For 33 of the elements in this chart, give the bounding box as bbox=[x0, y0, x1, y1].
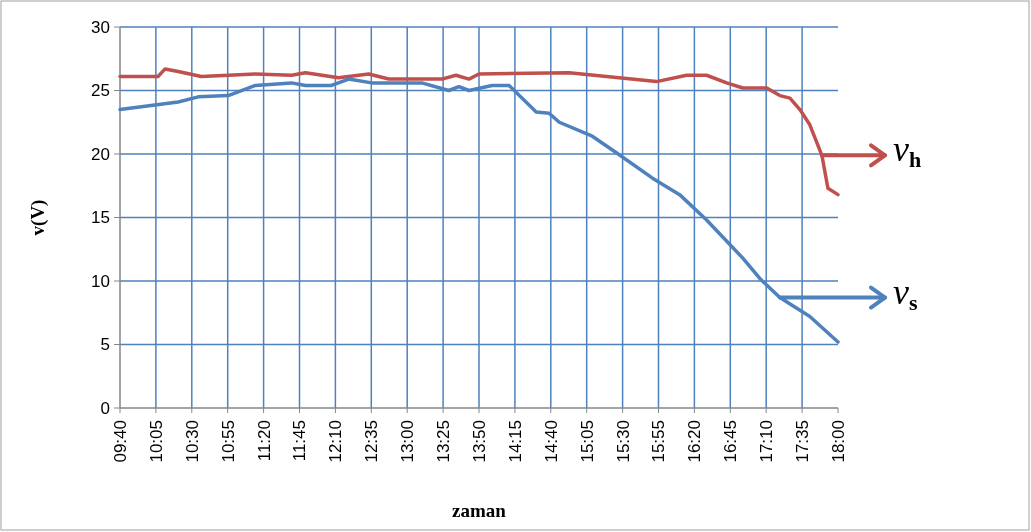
x-tick-label: 13:00 bbox=[398, 420, 418, 463]
x-tick-label: 17:10 bbox=[757, 420, 777, 463]
x-tick-label: 16:45 bbox=[721, 420, 741, 463]
x-axis-title: zaman bbox=[452, 500, 507, 521]
x-tick-label: 11:20 bbox=[254, 420, 274, 462]
x-tick-label: 15:30 bbox=[613, 420, 633, 463]
x-tick-label: 15:55 bbox=[649, 420, 669, 463]
legend-label: v$_{h}$ bbox=[893, 129, 922, 172]
y-tick-label: 15 bbox=[91, 208, 110, 228]
x-tick-label: 15:05 bbox=[577, 420, 597, 463]
x-tick-label: 16:20 bbox=[685, 420, 705, 463]
x-tick-label: 18:00 bbox=[828, 420, 848, 463]
x-tick-label: 12:10 bbox=[326, 420, 346, 463]
x-tick-label: 10:30 bbox=[182, 420, 202, 463]
x-tick-label: 13:50 bbox=[469, 420, 489, 463]
y-tick-label: 5 bbox=[100, 335, 110, 355]
line-series bbox=[118, 67, 840, 197]
x-tick-label: 13:25 bbox=[434, 420, 454, 463]
y-axis-title: v(V) bbox=[27, 199, 49, 236]
legend-label: v$_{s}$ bbox=[893, 271, 918, 315]
x-tick-label: 17:35 bbox=[793, 420, 813, 463]
y-tick-label: 25 bbox=[91, 81, 110, 101]
x-tick-label: 10:05 bbox=[146, 420, 166, 463]
y-tick-label: 0 bbox=[100, 398, 110, 418]
x-tick-label: 11:45 bbox=[290, 420, 310, 462]
x-tick-label: 12:35 bbox=[362, 420, 382, 463]
y-tick-label: 30 bbox=[91, 17, 110, 37]
x-tick-label: 14:15 bbox=[505, 420, 525, 463]
x-tick-label: 09:40 bbox=[110, 420, 130, 463]
y-tick-label: 20 bbox=[91, 144, 110, 164]
x-tick-label: 14:40 bbox=[541, 420, 561, 463]
y-tick-label: 10 bbox=[91, 271, 110, 291]
x-tick-label: 10:55 bbox=[218, 420, 238, 463]
